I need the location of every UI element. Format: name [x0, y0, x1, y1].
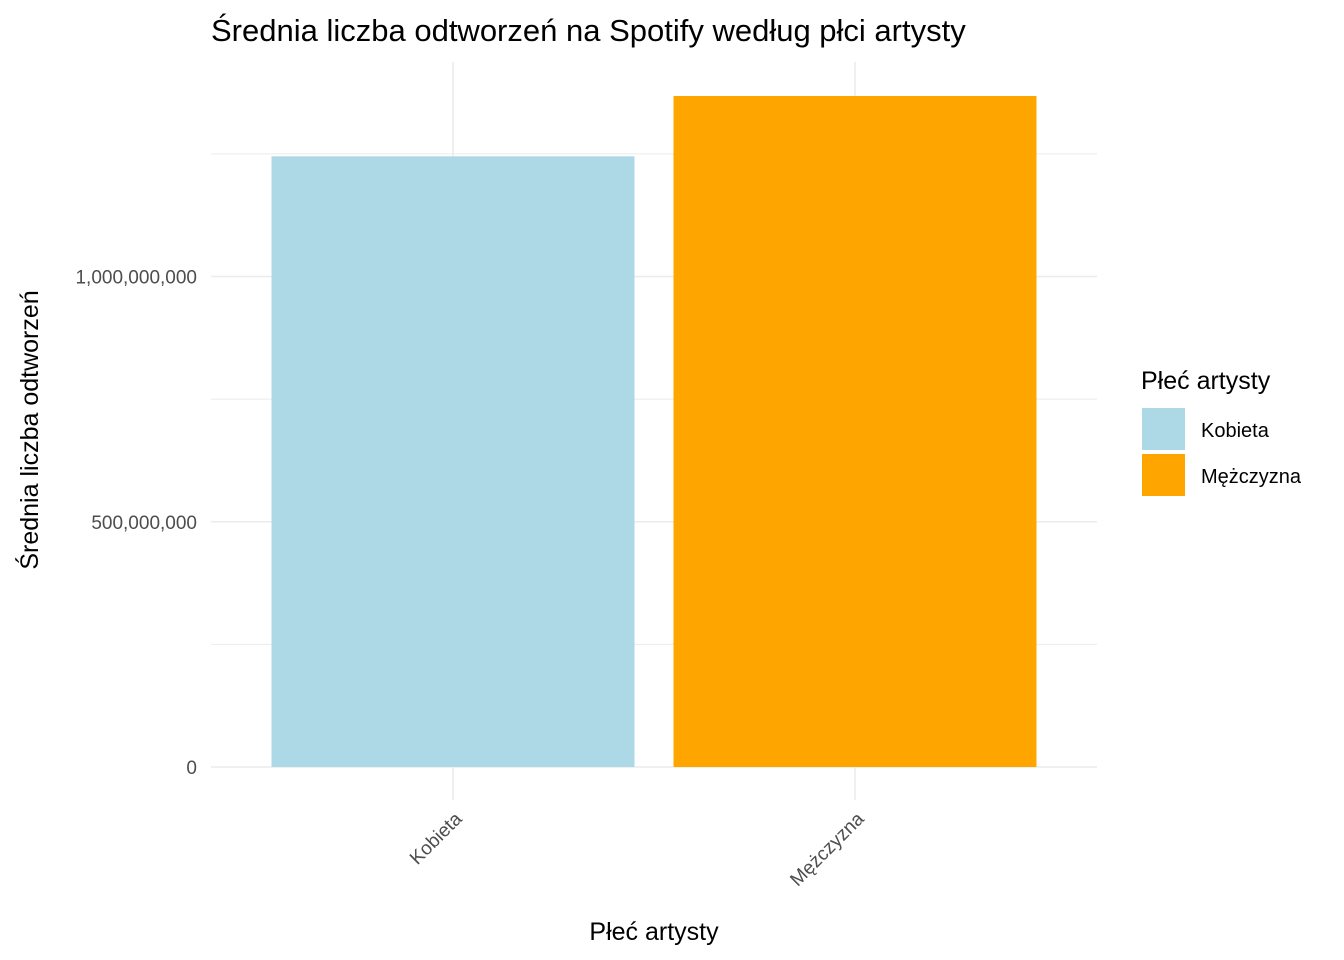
x-axis-ticks: Kobieta Mężczyzna — [406, 808, 869, 890]
chart-title: Średnia liczba odtworzeń na Spotify wedł… — [211, 12, 966, 48]
y-tick-label: 1,000,000,000 — [75, 268, 197, 289]
y-axis-ticks: 0 500,000,000 1,000,000,000 — [75, 268, 197, 780]
legend-items: Kobieta Mężczyzna — [1142, 408, 1302, 496]
legend: Płeć artysty Kobieta Mężczyzna — [1141, 367, 1302, 496]
bar-mężczyzna — [673, 95, 1037, 768]
bar-kobieta — [271, 156, 635, 767]
legend-label: Kobieta — [1201, 420, 1270, 442]
y-axis-title: Średnia liczba odtworzeń — [14, 290, 44, 569]
y-tick-label: 500,000,000 — [91, 513, 197, 534]
legend-label: Mężczyzna — [1201, 466, 1302, 488]
legend-swatch — [1142, 454, 1185, 496]
x-axis-title: Płeć artysty — [589, 918, 719, 946]
legend-title: Płeć artysty — [1141, 367, 1271, 395]
bar-layer — [271, 95, 1037, 768]
x-tick-label: Kobieta — [406, 808, 467, 869]
legend-swatch — [1142, 408, 1185, 450]
y-tick-label: 0 — [186, 758, 197, 779]
x-tick-label: Mężczyzna — [786, 808, 868, 890]
